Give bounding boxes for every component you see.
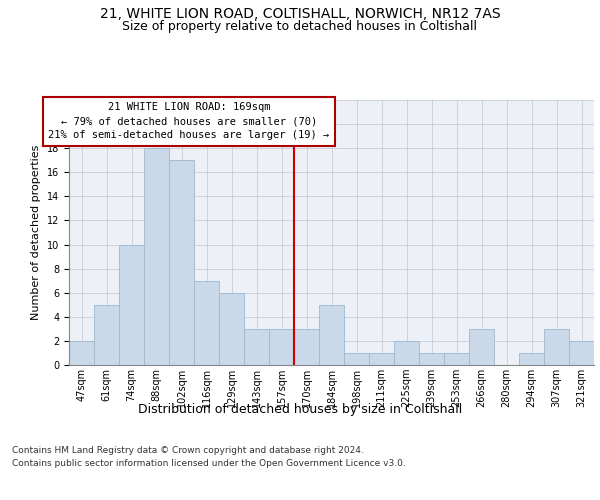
Y-axis label: Number of detached properties: Number of detached properties [31, 145, 41, 320]
Text: Distribution of detached houses by size in Coltishall: Distribution of detached houses by size … [138, 402, 462, 415]
Text: Size of property relative to detached houses in Coltishall: Size of property relative to detached ho… [122, 20, 478, 33]
Text: 21 WHITE LION ROAD: 169sqm
← 79% of detached houses are smaller (70)
21% of semi: 21 WHITE LION ROAD: 169sqm ← 79% of deta… [49, 102, 329, 141]
Bar [269, 329, 294, 365]
Bar [194, 280, 219, 365]
Bar [369, 353, 394, 365]
Bar [544, 329, 569, 365]
Bar [469, 329, 494, 365]
Bar [419, 353, 444, 365]
Bar [169, 160, 194, 365]
Bar [219, 292, 244, 365]
Bar [69, 341, 94, 365]
Bar [294, 329, 319, 365]
Bar [244, 329, 269, 365]
Bar [569, 341, 594, 365]
Text: 21, WHITE LION ROAD, COLTISHALL, NORWICH, NR12 7AS: 21, WHITE LION ROAD, COLTISHALL, NORWICH… [100, 8, 500, 22]
Bar [94, 305, 119, 365]
Bar [144, 148, 169, 365]
Bar [444, 353, 469, 365]
Bar [119, 244, 144, 365]
Text: Contains HM Land Registry data © Crown copyright and database right 2024.
Contai: Contains HM Land Registry data © Crown c… [12, 446, 406, 468]
Bar [394, 341, 419, 365]
Bar [319, 305, 344, 365]
Bar [519, 353, 544, 365]
Bar [344, 353, 369, 365]
